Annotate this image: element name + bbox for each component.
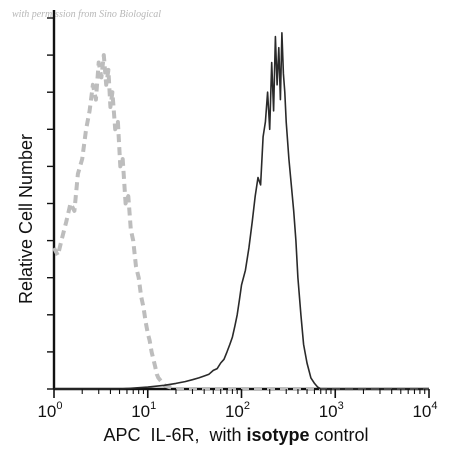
x-tick-label: 104 <box>412 400 437 421</box>
il6r-series <box>54 31 429 390</box>
x-tick-label: 100 <box>37 400 62 421</box>
x-axis-title: APC IL-6R, with isotype control <box>103 425 368 445</box>
x-tick-label: 102 <box>225 400 250 421</box>
series-layer <box>52 31 429 391</box>
y-axis-title: Relative Cell Number <box>16 134 36 304</box>
x-tick-label: 103 <box>319 400 344 421</box>
isotype-control-series <box>52 53 429 391</box>
x-axis-ticks <box>53 389 430 398</box>
x-tick-label: 101 <box>131 400 156 421</box>
plot-frame <box>52 10 429 391</box>
watermark-text: with permission from Sino Biological <box>12 9 161 20</box>
y-axis-ticks <box>47 17 54 390</box>
x-axis-tick-labels: 100 101 102 103 104 <box>37 400 437 421</box>
